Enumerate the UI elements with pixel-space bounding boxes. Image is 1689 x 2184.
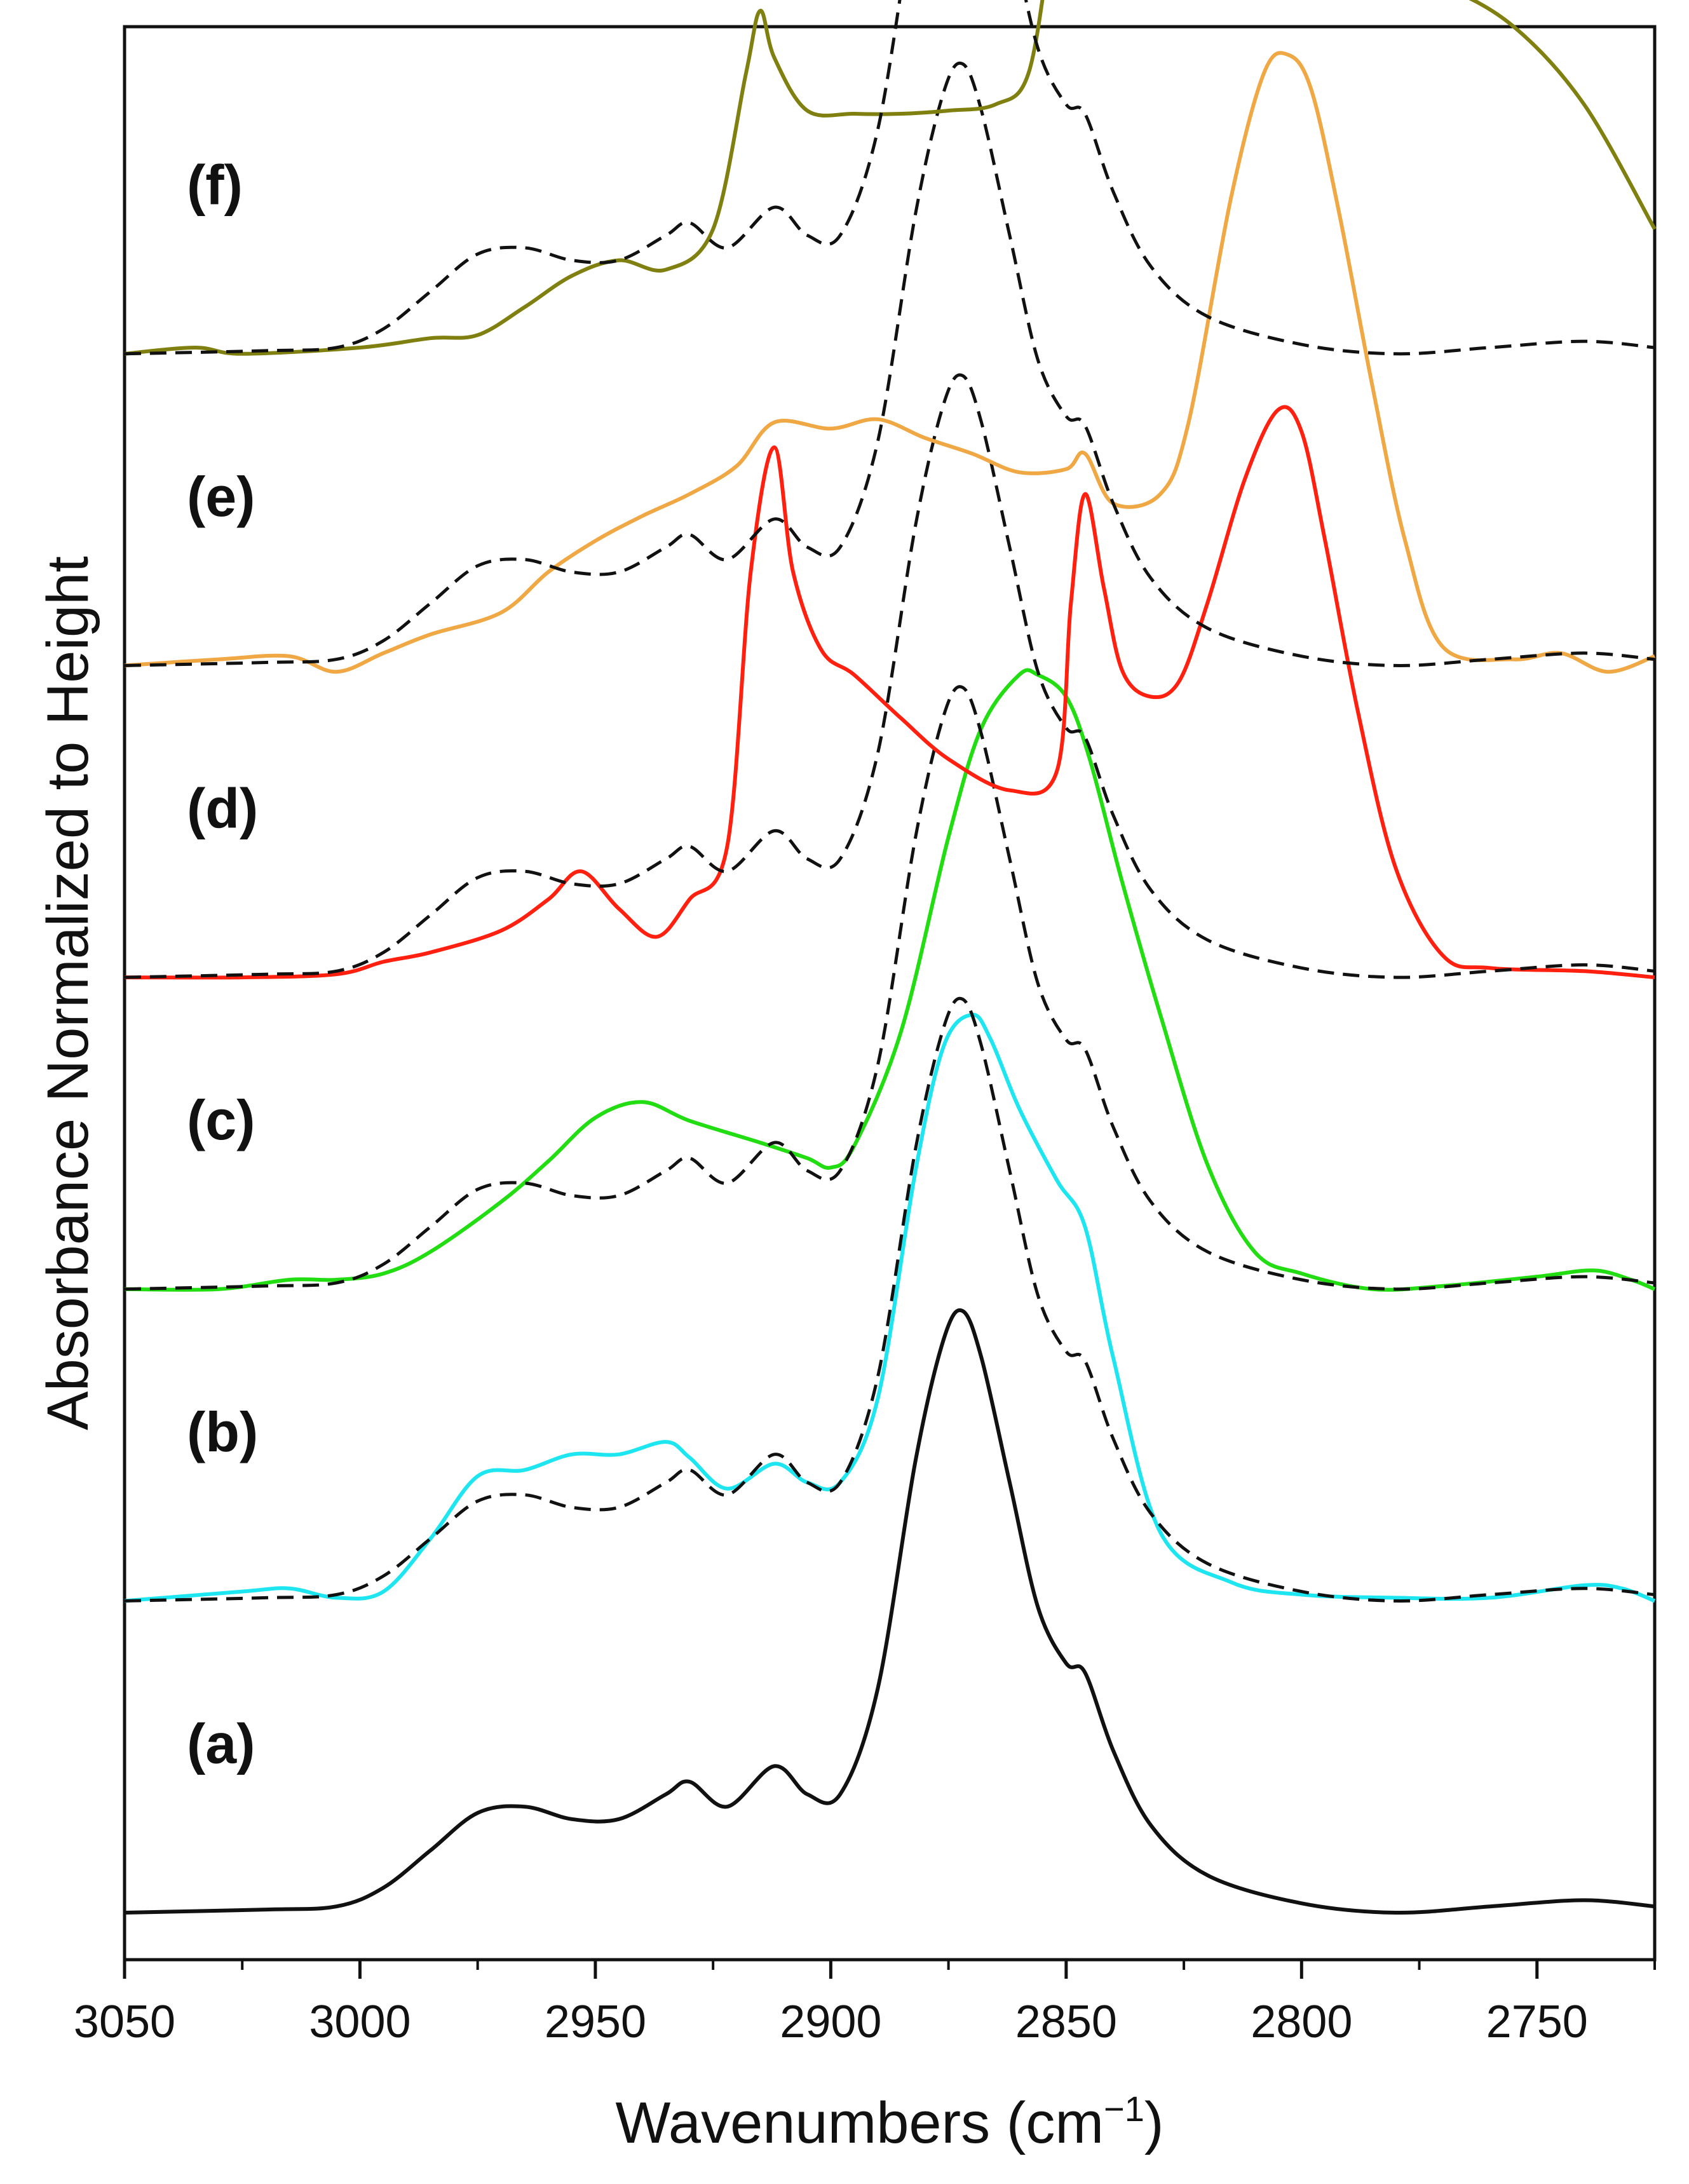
series-line-a bbox=[124, 1308, 1655, 1915]
series-line-c bbox=[124, 668, 1656, 1292]
reference-dashed-line-c bbox=[124, 685, 1655, 1291]
series-line-b bbox=[124, 1012, 1656, 1603]
series-line-e bbox=[124, 51, 1656, 674]
x-tick-label-2750: 2750 bbox=[1486, 1997, 1588, 2047]
reference-dashed-line-e bbox=[124, 61, 1655, 667]
x-tick-label-2950: 2950 bbox=[545, 1997, 646, 2047]
panel-label-e: (e) bbox=[187, 465, 255, 528]
reference-dashed-line-d bbox=[124, 373, 1655, 979]
panel-label-a: (a) bbox=[187, 1712, 255, 1775]
x-axis-title: Wavenumbers (cm−1) bbox=[615, 2089, 1163, 2155]
panel-label-d: (d) bbox=[187, 777, 258, 840]
panel-labels-layer: (a) (b) (c) (d) (e) (f) bbox=[187, 153, 258, 1775]
x-axis-ticks: 3050 3000 2950 2900 2850 2800 2750 bbox=[74, 1960, 1656, 2047]
x-tick-label-2900: 2900 bbox=[780, 1997, 881, 2047]
y-axis-title: Absorbance Normalized to Height bbox=[36, 556, 100, 1430]
x-tick-label-3050: 3050 bbox=[74, 1997, 175, 2047]
x-axis-title-main: Wavenumbers (cm bbox=[615, 2091, 1104, 2155]
panel-label-f: (f) bbox=[187, 153, 243, 216]
x-axis-title-superscript: −1 bbox=[1104, 2089, 1144, 2129]
x-tick-label-3000: 3000 bbox=[309, 1997, 410, 2047]
reference-dashed-line-b bbox=[124, 996, 1655, 1603]
x-tick-label-2800: 2800 bbox=[1251, 1997, 1352, 2047]
curves-layer bbox=[124, 0, 1657, 1915]
panel-label-b: (b) bbox=[187, 1401, 258, 1463]
panel-label-c: (c) bbox=[187, 1089, 255, 1151]
plot-frame bbox=[123, 25, 1657, 1962]
series-line-d bbox=[124, 405, 1655, 980]
reference-dashed-line-f bbox=[124, 0, 1655, 356]
x-tick-label-2850: 2850 bbox=[1015, 1997, 1117, 2047]
x-axis-title-close: ) bbox=[1144, 2091, 1164, 2155]
series-line-f bbox=[124, 0, 1657, 356]
